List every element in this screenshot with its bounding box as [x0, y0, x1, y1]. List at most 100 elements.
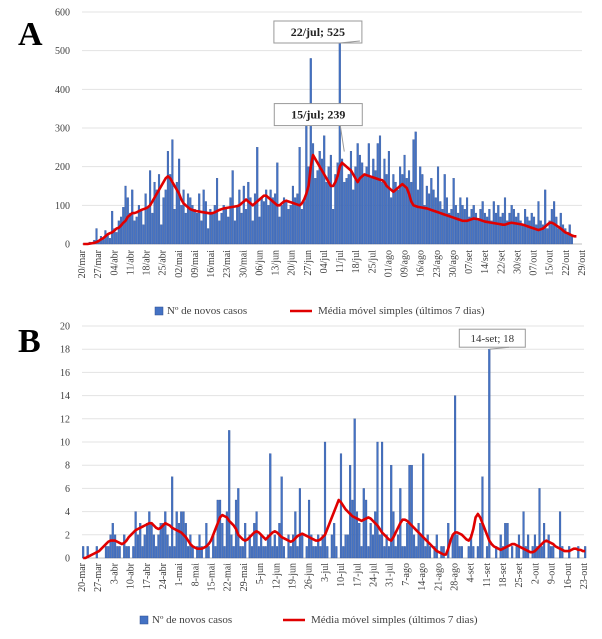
chart-b-ytick-label: 2	[65, 530, 70, 541]
chart-b-ytick-label: 16	[60, 368, 70, 379]
chart-b-xtick-label: 24-jul	[369, 563, 380, 587]
chart-b-bar	[148, 511, 151, 559]
chart-a-panel-label: A	[18, 16, 43, 53]
chart-a-legend-line-label: Média móvel simples (últimos 7 dias)	[318, 305, 485, 317]
chart-a-xtick-label: 02/mai	[174, 250, 185, 278]
chart-a-bar	[309, 58, 312, 245]
chart-b-bar	[292, 534, 295, 559]
chart-a-xtick-label: 30/mai	[238, 250, 249, 278]
chart-b-xtick-label: 11-set	[482, 563, 493, 587]
chart-a-bar	[361, 162, 364, 245]
chart-a-bar	[506, 220, 509, 245]
chart-a-bar	[414, 131, 417, 245]
chart-b-bar	[358, 523, 361, 559]
chart-a-xtick-label: 09/mai	[190, 250, 201, 278]
chart-a-bar	[124, 185, 127, 245]
chart-b-bar	[547, 534, 550, 559]
chart-a-bar	[490, 220, 493, 245]
chart-b-xtick-label: 28-ago	[450, 563, 461, 591]
chart-b-bar	[150, 523, 153, 559]
chart-a-bar	[218, 220, 221, 245]
chart-b-bar	[533, 534, 537, 559]
chart-b-bar	[385, 534, 388, 559]
chart-b-bar	[511, 546, 514, 559]
chart-b-bar	[123, 534, 126, 559]
chart-b-bar	[415, 546, 418, 559]
chart-a-bar	[122, 207, 125, 245]
chart-a-xtick-label: 07/out	[529, 250, 540, 276]
chart-a-xtick-label: 13/jun	[271, 250, 282, 276]
chart-a-bar	[501, 212, 504, 245]
chart-a-bar	[173, 209, 176, 245]
chart-b-bar	[454, 395, 457, 559]
chart-b-bar	[387, 546, 390, 559]
chart-b-bar	[82, 546, 85, 559]
chart-b-bar	[365, 499, 368, 559]
chart-b-bar	[346, 534, 349, 559]
chart-a-bar	[195, 212, 198, 245]
chart-a-bar	[546, 228, 549, 245]
chart-b-legend-bar-swatch	[139, 615, 149, 625]
chart-a-bar	[325, 181, 328, 245]
chart-a-bar	[303, 201, 306, 245]
chart-a-bar	[452, 178, 455, 245]
chart-b-ytick-label: 20	[60, 322, 70, 333]
chart-b-bar	[479, 523, 482, 559]
chart-b-bar	[458, 546, 461, 559]
chart-b-bar	[278, 523, 281, 559]
chart-b-bar	[139, 523, 142, 559]
chart-a-bar	[305, 123, 308, 245]
chart-a-bar	[539, 220, 542, 245]
chart-b-callout-text: 14-set; 18	[470, 333, 514, 345]
chart-a-xtick-label: 18/abr	[142, 249, 153, 275]
chart-b-bar	[168, 546, 171, 559]
chart-a-bar	[550, 209, 553, 245]
chart-b-bar	[114, 534, 117, 559]
chart-a-bar	[142, 224, 145, 245]
chart-a-bar	[253, 193, 257, 245]
chart-a-bar	[265, 189, 268, 245]
chart-a-bar	[153, 181, 156, 245]
chart-b-bar	[342, 546, 345, 559]
chart-a-xtick-label: 06/jun	[254, 250, 265, 276]
chart-a-bar	[126, 197, 129, 245]
chart-a-bar	[488, 209, 491, 245]
chart-a-bar	[102, 239, 105, 245]
chart-a-bar	[258, 216, 261, 245]
chart-b-bar	[239, 546, 242, 559]
chart-a-bar	[202, 189, 205, 245]
chart-a-bar	[407, 170, 411, 245]
chart-b-bar	[481, 476, 484, 559]
chart-b-xtick-label: 24-abr	[158, 562, 169, 589]
chart-a-bar	[396, 189, 399, 245]
chart-b-legend-bar-label: Nº de novos casos	[152, 614, 232, 626]
chart-b-bar	[476, 546, 479, 559]
chart-a-bar	[541, 224, 544, 245]
chart-a-bar	[557, 228, 560, 245]
chart-a-bar	[115, 232, 118, 245]
chart-b-xtick-label: 25-set	[514, 563, 525, 588]
chart-b-bar	[301, 534, 304, 559]
chart-a-bar	[390, 197, 393, 245]
chart-a-bar	[135, 216, 138, 245]
chart-a-xtick-label: 22/out	[561, 250, 572, 276]
chart-a-bar	[419, 166, 422, 245]
chart-b-bar	[276, 546, 279, 559]
chart-a-bar	[260, 197, 263, 245]
chart-a-xtick-label: 01/ago	[384, 250, 395, 277]
chart-b-bar	[362, 488, 365, 559]
chart-a-bar	[370, 178, 373, 245]
chart-b-bar	[205, 523, 208, 559]
chart-b-bar	[177, 523, 181, 559]
chart-b-bar	[171, 476, 174, 559]
chart-a-bar	[548, 220, 551, 245]
chart-b-bar	[390, 465, 393, 559]
chart-b-bar	[527, 534, 530, 559]
chart-b-xtick-label: 16-out	[563, 563, 574, 589]
chart-a-bar	[486, 216, 489, 245]
chart-a-bar	[247, 181, 250, 245]
chart-a-bar	[108, 238, 111, 245]
chart-b-bar	[323, 441, 327, 559]
chart-b-bar	[319, 546, 322, 559]
chart-a-callout-text: 22/jul; 525	[291, 25, 345, 39]
